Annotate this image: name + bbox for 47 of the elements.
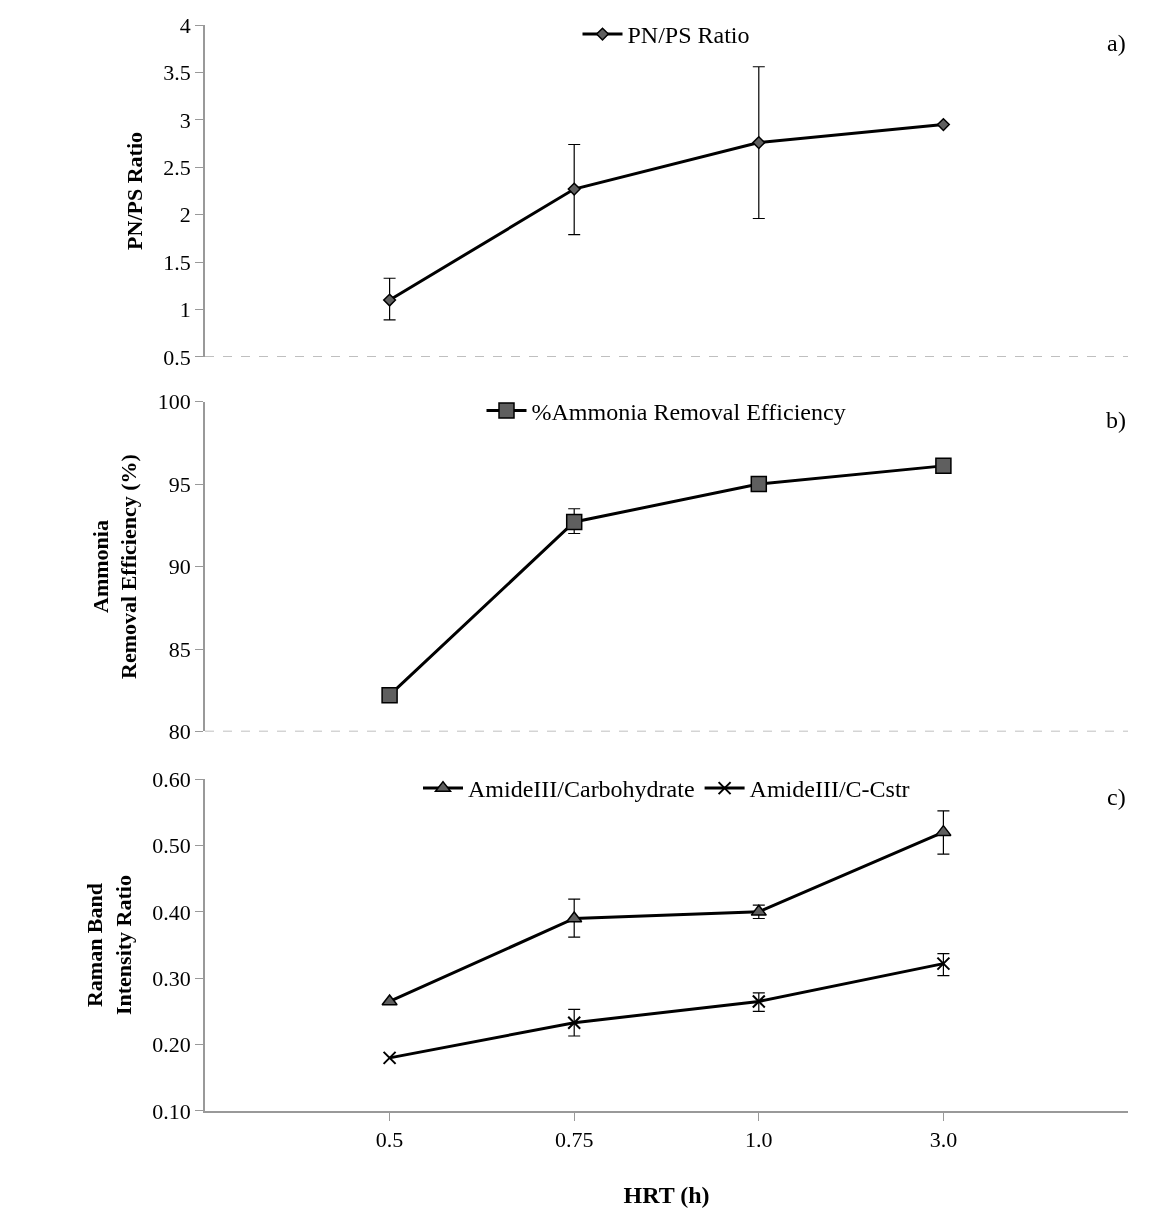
y-axis-title: PN/PS Ratio [121, 132, 147, 250]
x-tick-label: 0.75 [554, 1127, 594, 1153]
point [381, 994, 398, 1006]
point [381, 686, 398, 704]
point [382, 1050, 397, 1065]
y-tick-label: 100 [157, 389, 191, 415]
y-tick-label: 0.5 [163, 344, 191, 370]
annotation: a) [1107, 30, 1126, 56]
y-tick-label: 0.10 [152, 1098, 191, 1124]
point [383, 293, 397, 307]
y-tick-label: 0.20 [152, 1032, 191, 1058]
y-tick-label: 90 [168, 554, 191, 580]
y-tick-label: 0.60 [152, 766, 191, 792]
point [565, 513, 583, 531]
x-axis-title: HRT (h) [623, 1181, 710, 1208]
y-tick-label: 0.50 [152, 833, 191, 859]
point [752, 136, 766, 150]
y-tick-label: 85 [168, 636, 191, 662]
y-tick-label: 95 [168, 471, 191, 497]
annotation: c) [1107, 784, 1126, 810]
y-tick-label: 1 [179, 297, 191, 323]
annotation: b) [1106, 407, 1126, 433]
y-axis-title: Ammonia Removal Efficiency (%) [87, 454, 142, 679]
point [567, 1015, 582, 1030]
y-tick-label: 80 [168, 719, 191, 745]
y-tick-label: 2.5 [163, 154, 191, 180]
point [936, 956, 951, 971]
y-tick-label: 2 [179, 202, 191, 228]
legend-label: %Ammonia Removal Efficiency [531, 398, 846, 425]
legend-label: AmideIII/C-Cstr [749, 776, 910, 803]
legend-label: PN/PS Ratio [627, 22, 750, 49]
y-tick-label: 3.5 [163, 60, 191, 86]
y-tick-label: 3 [179, 107, 191, 133]
legend-label: AmideIII/Carbohydrate [468, 776, 695, 803]
y-tick-label: 1.5 [163, 249, 191, 275]
y-tick-label: 0.40 [152, 899, 191, 925]
point [935, 457, 952, 475]
x-tick-label: 0.5 [375, 1127, 404, 1153]
point [567, 182, 581, 196]
x-tick-label: 1.0 [745, 1127, 773, 1153]
y-tick-label: 4 [179, 12, 191, 38]
y-axis-title: Raman Band Intensity Ratio [82, 875, 136, 1015]
point [935, 824, 952, 837]
point [750, 475, 768, 493]
y-tick-label: 0.30 [152, 965, 191, 991]
x-tick-label: 3.0 [929, 1127, 958, 1153]
point [936, 117, 950, 132]
